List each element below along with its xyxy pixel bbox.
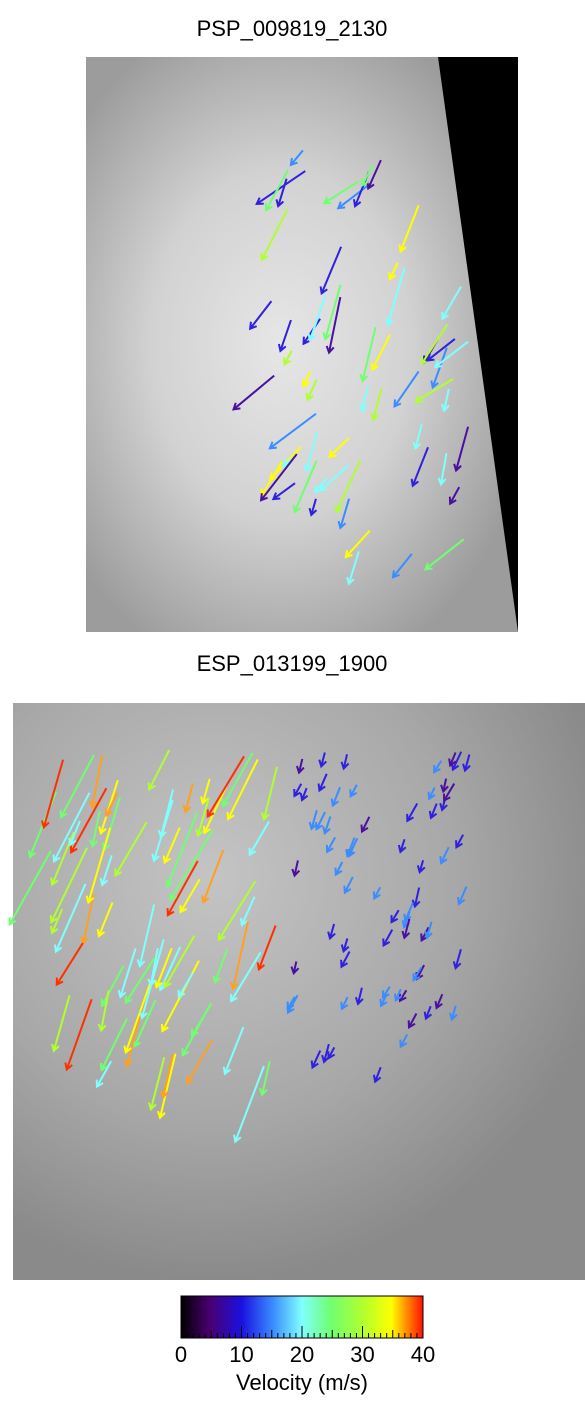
colorbar-tick-label: 30 xyxy=(350,1342,374,1367)
panel-title: PSP_009819_2130 xyxy=(197,16,388,41)
figure: PSP_009819_2130 ESP_013199_1900 0 10 20 30 4… xyxy=(0,0,585,1402)
colorbar-tick-label: 0 xyxy=(175,1342,187,1367)
colorbar-tick-label: 40 xyxy=(411,1342,435,1367)
colorbar-tick-label: 10 xyxy=(229,1342,253,1367)
colorbar-label: Velocity (m/s) xyxy=(236,1370,368,1395)
colorbar-tick-label: 20 xyxy=(290,1342,314,1367)
panel-title: ESP_013199_1900 xyxy=(197,651,388,676)
